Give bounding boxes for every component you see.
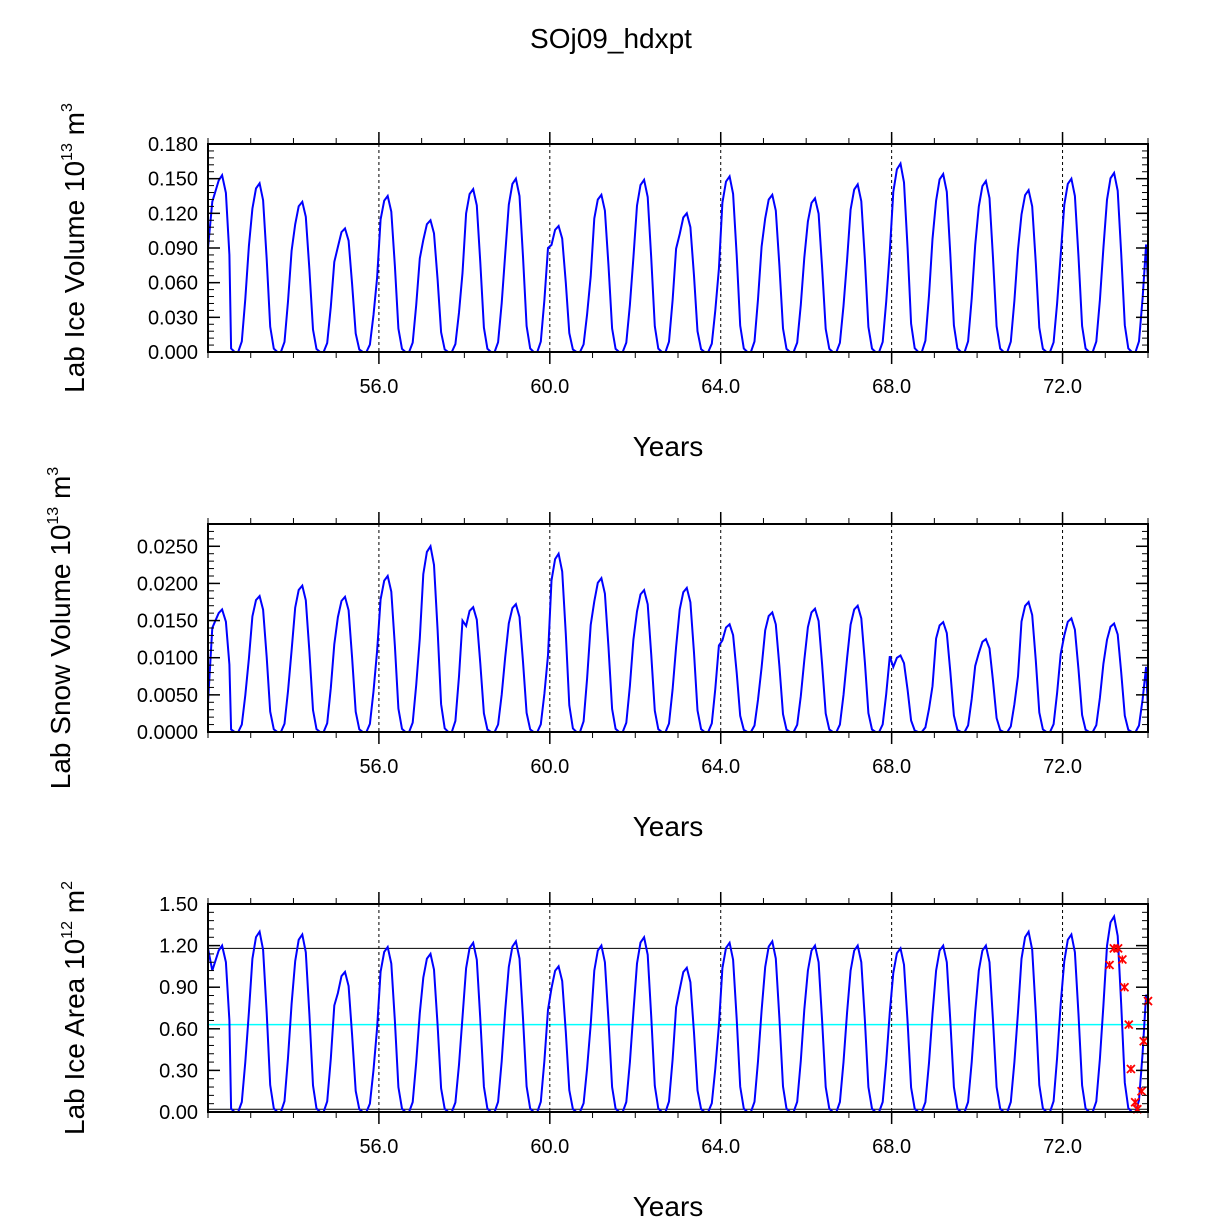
y-axis-label-part: 12: [59, 921, 76, 939]
y-tick-label: 0.0200: [137, 573, 198, 595]
obs-marker: [1139, 1036, 1149, 1046]
obs-marker: [1130, 1097, 1140, 1107]
x-tick-label: 68.0: [872, 376, 911, 398]
obs-marker: [1126, 1064, 1136, 1074]
y-axis-label-part: m: [59, 112, 90, 143]
y-tick-label: 0.060: [148, 273, 198, 295]
obs-marker: [1117, 954, 1128, 965]
x-tick-label: 60.0: [530, 376, 569, 398]
y-tick-label: 0.150: [148, 169, 198, 191]
x-tick-label: 68.0: [872, 1136, 911, 1158]
y-tick-label: 0.0250: [137, 536, 198, 558]
y-axis-label-part: 2: [59, 881, 76, 890]
y-tick-label: 0.090: [148, 238, 198, 260]
y-tick-label: 0.000: [148, 342, 198, 364]
y-axis-label-part: 13: [45, 507, 62, 525]
x-tick-label: 56.0: [359, 1136, 398, 1158]
x-tick-label: 60.0: [530, 756, 569, 778]
chart-panels: 0.000 0.030 0.060 0.090 0.120 0.150 0.180 56.0 6…: [45, 103, 1153, 1222]
x-tick-label: 72.0: [1043, 1136, 1082, 1158]
x-axis-label: Years: [633, 431, 704, 462]
x-tick-label: 64.0: [701, 1136, 740, 1158]
y-axis-label-part: 13: [59, 143, 76, 161]
y-axis-label-part: Lab Snow Volume 10: [45, 525, 76, 790]
chart-panel-ice-area: 0.00 0.30 0.60 0.90 1.20 1.50 56.0 60.0 64.0 68.0…: [59, 881, 1153, 1222]
series-line: [207, 160, 1149, 353]
y-tick-label: 0.30: [159, 1060, 198, 1082]
x-axis-label: Years: [633, 811, 704, 842]
y-axis-label-part: m: [59, 890, 90, 921]
y-tick-label: 1.50: [159, 894, 198, 916]
y-tick-label: 0.030: [148, 307, 198, 329]
obs-marker: [1119, 982, 1130, 992]
y-axis-label-part: Lab Ice Volume 10: [59, 161, 90, 393]
series-line: [207, 913, 1149, 1113]
y-axis-label: Lab Ice Volume 1013 m3: [59, 103, 90, 393]
obs-marker: [1104, 960, 1115, 970]
x-axis-label: Years: [633, 1191, 704, 1222]
y-axis-label-part: Lab Ice Area 10: [59, 939, 90, 1135]
obs-marker: [1136, 1086, 1147, 1096]
chart-panel-ice-volume: 0.000 0.030 0.060 0.090 0.120 0.150 0.180 56.0 6…: [59, 103, 1149, 462]
x-tick-label: 68.0: [872, 756, 911, 778]
y-axis-label: Lab Snow Volume 1013 m3: [45, 467, 76, 790]
y-tick-label: 0.120: [148, 203, 198, 225]
figure-title: SOj09_hdxpt: [530, 23, 692, 54]
chart-panel-snow-volume: 0.0000 0.0050 0.0100 0.0150 0.0200 0.0250 56.0…: [45, 467, 1149, 842]
y-tick-label: 0.180: [148, 134, 198, 156]
x-tick-label: 64.0: [701, 376, 740, 398]
x-tick-label: 64.0: [701, 756, 740, 778]
y-tick-label: 0.0150: [137, 611, 198, 633]
x-tick-label: 56.0: [359, 756, 398, 778]
y-tick-label: 0.60: [159, 1019, 198, 1041]
x-tick-label: 60.0: [530, 1136, 569, 1158]
y-axis-label-part: 3: [59, 103, 76, 112]
x-tick-label: 56.0: [359, 376, 398, 398]
y-tick-label: 0.90: [159, 977, 198, 999]
obs-marker: [1124, 1020, 1134, 1030]
y-tick-label: 0.0000: [137, 722, 198, 744]
x-tick-label: 72.0: [1043, 376, 1082, 398]
y-tick-label: 0.00: [159, 1102, 198, 1124]
y-axis-label-part: 3: [45, 467, 62, 476]
y-axis-label-part: m: [45, 476, 76, 507]
y-tick-label: 0.0050: [137, 685, 198, 707]
series-line: [207, 543, 1149, 733]
y-axis-label: Lab Ice Area 1012 m2: [59, 881, 90, 1135]
y-tick-label: 1.20: [159, 936, 198, 958]
x-tick-label: 72.0: [1043, 756, 1082, 778]
obs-marker: [1113, 943, 1123, 954]
plot-frame: [207, 903, 1149, 1113]
y-tick-label: 0.0100: [137, 648, 198, 670]
